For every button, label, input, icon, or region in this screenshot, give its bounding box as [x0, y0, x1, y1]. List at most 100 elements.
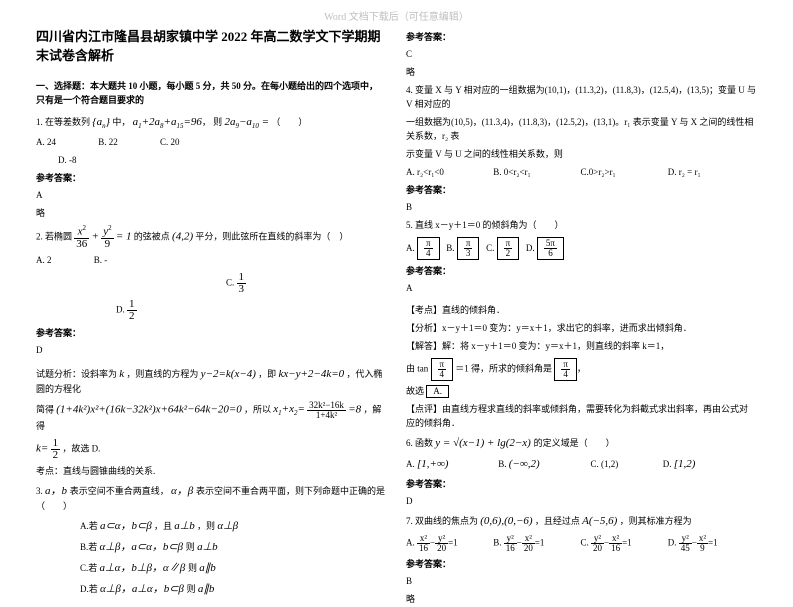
q3A1: a⊂α，b⊂β [100, 520, 152, 532]
q3-optA-l: A.若 [80, 521, 98, 531]
q4-optB: B. 0<r₂<r₁ [493, 166, 578, 180]
q3C1: a⊥α，b⊥β，α∥β [100, 562, 188, 574]
q2-optD-lbl: D. [116, 304, 125, 314]
q3A3: α⊥β [217, 520, 238, 532]
q2-ellipse2: y29 [101, 225, 113, 250]
q4-c: 示变量 V 与 U 之间的线性相关系数，则 [406, 148, 756, 162]
q7-ans: B [406, 575, 756, 589]
q5-l5a: 故选 [406, 386, 424, 396]
q4-optD: D. r₂ = r₁ [668, 166, 738, 180]
q1-b: 中， [112, 117, 130, 127]
q1-a: 1. 在等差数列 [36, 117, 90, 127]
q7-optC: C. y²20−x²16=1 [581, 534, 666, 553]
q3D2: a∥b [198, 583, 215, 595]
q5-box2: π4 [554, 358, 577, 381]
q6-b: 的定义域是（ ） [534, 438, 615, 448]
q7-b: ，且经过点 [535, 516, 580, 526]
q3-optC-3: 则 [188, 563, 197, 573]
q2-pt: (4,2) [172, 231, 193, 243]
q2-optC-lbl: C. [226, 277, 234, 287]
q7-c: ，则其标准方程为 [620, 516, 692, 526]
q5-box1: π4 [431, 358, 454, 381]
q2-b: 的弦被点 [134, 232, 170, 242]
eq-8: =8 [348, 403, 361, 415]
q4-a: 4. 变量 X 与 Y 相对应的一组数据为(10,1)，(11.3,2)，(11… [406, 84, 756, 112]
watermark-text: Word 文档下载后（可任意编辑） [0, 8, 793, 23]
q2-l2: 简得 (1+4k²)x²+(16k−32k²)x+64k²−64k−20=0 ，… [36, 401, 386, 434]
q5-optC: C. π2 [486, 243, 519, 253]
q6-a: 6. 函数 [406, 438, 433, 448]
q7-a: 7. 双曲线的焦点为 [406, 516, 478, 526]
k-eq: k= [36, 442, 48, 454]
q1-ans-label: 参考答案： [36, 172, 386, 186]
q5-optA: A. π4 [406, 243, 440, 253]
q3C2: a∥b [199, 562, 216, 574]
q2-optA: A. 2 [36, 254, 52, 268]
q1-eq1: a1+2a8+a15=96 [133, 116, 202, 128]
q3-alphabeta: α，β [171, 485, 196, 497]
q1-stem: 1. 在等差数列 {an} 中， a1+2a8+a15=96， 则 2a9−a1… [36, 114, 386, 132]
q3-expl: 略 [406, 66, 756, 80]
q2-l4: 考点：直线与圆锥曲线的关系. [36, 465, 386, 479]
q2-optD: D. 12 [36, 299, 386, 322]
q2-row1: A. 2 B. - [36, 254, 386, 268]
q2-ans: D [36, 344, 386, 358]
q3-optC: C.若 a⊥α，b⊥β，α∥β 则 a∥b [36, 560, 386, 577]
q5-box3: A. [426, 385, 449, 398]
eq-line2: kx−y+2−4k=0 [278, 368, 344, 380]
q5-optD: D. 5π6 [526, 243, 564, 253]
q3-ans: C [406, 48, 756, 62]
q2-optC-frac: 13 [237, 272, 247, 295]
q3B2: a⊥b [197, 541, 218, 553]
q3-optD-l: D.若 [80, 584, 98, 594]
q2-optD-frac: 12 [127, 299, 137, 322]
q7-stem: 7. 双曲线的焦点为 (0,6),(0,−6) ，且经过点 A(−5,6) ，则… [406, 513, 756, 530]
q5-opts: A. π4 B. π3 C. π2 D. 5π6 [406, 237, 756, 260]
q1-optA: A. 24 [36, 136, 56, 150]
q5-stem: 5. 直线 x－y＋1＝0 的倾斜角为（ ） [406, 219, 756, 233]
q5-l5: 故选 A. [406, 385, 756, 399]
q3-optA-3: ，则 [197, 521, 215, 531]
q1-d: （ ） [271, 117, 307, 127]
eq-line: y−2=k(x−4) [201, 368, 256, 380]
q5-l4b: ＝1 得，所求的倾斜角是 [455, 364, 552, 374]
q2-l3: k= 12 ，故选 D. [36, 438, 386, 461]
q2-l2a: 简得 [36, 404, 54, 414]
q7-expl: 略 [406, 593, 756, 607]
q6-optC: C. (1,2) [591, 458, 661, 472]
q5-l4a: 由 tan [406, 364, 428, 374]
q3-optC-l: C.若 [80, 563, 97, 573]
q6-opts: A. [1,+∞) B. (−∞,2) C. (1,2) D. [1,2) [406, 456, 756, 473]
q5-ans-label: 参考答案： [406, 265, 756, 279]
q1-ans: A [36, 189, 386, 203]
q6-fn: y = √(x−1) + lg(2−x) [435, 437, 533, 449]
q5-l2: 【分析】x－y＋1＝0 变为：y＝x＋1，求出它的斜率，进而求出倾斜角． [406, 322, 756, 336]
q3-num: 3. [36, 486, 43, 496]
q3-optB-l: B.若 [80, 542, 97, 552]
q6-optA: A. [1,+∞) [406, 456, 496, 473]
q5-l3: 【解答】解：将 x－y＋1＝0 变为：y＝x＋1，则直线的斜率 k＝1， [406, 340, 756, 354]
q1-expl: 略 [36, 207, 386, 221]
q6-ans-label: 参考答案： [406, 478, 756, 492]
q3-ab: a，b [45, 485, 70, 497]
q3-optB: B.若 α⊥β，a⊂α，b⊂β 则 a⊥b [36, 539, 386, 556]
q3D1: α⊥β，a⊥α，b⊂β [100, 583, 187, 595]
q4-opts: A. r₂<r₁<0 B. 0<r₂<r₁ C.0>r₂>r₁ D. r₂ = … [406, 166, 756, 180]
q2-ans-label: 参考答案： [36, 327, 386, 341]
q2-c: 平分，则此弦所在直线的斜率为（ ） [195, 232, 348, 242]
q1-optD: D. -8 [36, 154, 386, 168]
q3-optD-4: 则 [187, 584, 196, 594]
eq-icon: = 1 [116, 231, 132, 243]
q4-optA: A. r₂<r₁<0 [406, 166, 491, 180]
q3-optA: A.若 a⊂α，b⊂β ，且 a⊥b ，则 α⊥β [36, 518, 386, 535]
q3-optD: D.若 α⊥β，a⊥α，b⊂β 则 a∥b [36, 581, 386, 598]
q6-stem: 6. 函数 y = √(x−1) + lg(2−x) 的定义域是（ ） [406, 435, 756, 452]
q2-l1c: ，即 [258, 369, 276, 379]
q2-l2b: ，所以 [244, 404, 271, 414]
q3-ans-label: 参考答案： [406, 31, 756, 45]
q2-a: 2. 若椭圆 [36, 232, 72, 242]
q7-optD: D. y²45−x²9=1 [668, 534, 748, 553]
q1-opts: A. 24 B. 22 C. 20 [36, 136, 386, 150]
plus-icon: + [92, 231, 99, 243]
q3-b: 表示空间不重合两直线， [70, 486, 169, 496]
